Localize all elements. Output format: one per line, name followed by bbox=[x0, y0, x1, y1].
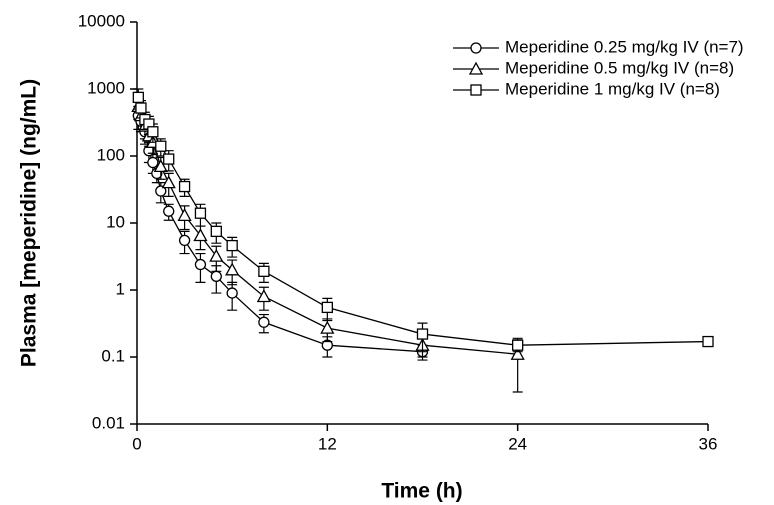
x-tick-label: 36 bbox=[699, 434, 718, 453]
legend-label: Meperidine 0.5 mg/kg IV (n=8) bbox=[505, 58, 734, 77]
data-point bbox=[416, 328, 429, 340]
legend-marker bbox=[470, 84, 482, 96]
data-point bbox=[210, 270, 222, 282]
y-tick-label: 0.1 bbox=[101, 346, 125, 365]
data-point bbox=[194, 258, 207, 271]
x-tick-label: 12 bbox=[318, 434, 337, 453]
data-point bbox=[210, 225, 222, 238]
y-tick-label: 1000 bbox=[87, 78, 125, 97]
data-point bbox=[258, 265, 270, 277]
data-point bbox=[155, 140, 167, 152]
data-point bbox=[321, 301, 333, 314]
data-point bbox=[256, 289, 271, 303]
series-line bbox=[137, 106, 518, 355]
data-point bbox=[194, 207, 207, 219]
y-tick-label: 10 bbox=[106, 212, 125, 231]
data-point bbox=[258, 316, 270, 328]
series-line bbox=[137, 97, 709, 346]
y-tick-label: 0.01 bbox=[92, 413, 125, 432]
legend-marker bbox=[468, 61, 484, 75]
y-tick-label: 100 bbox=[97, 145, 125, 164]
data-point bbox=[147, 126, 159, 138]
data-point bbox=[132, 91, 144, 104]
x-tick-label: 0 bbox=[132, 434, 141, 453]
legend-label: Meperidine 1 mg/kg IV (n=8) bbox=[505, 79, 720, 98]
data-point bbox=[320, 320, 335, 334]
data-point bbox=[512, 339, 524, 351]
data-point bbox=[177, 208, 192, 222]
legend-marker bbox=[470, 42, 482, 54]
legend-label: Meperidine 0.25 mg/kg IV (n=7) bbox=[505, 37, 744, 56]
data-point bbox=[225, 262, 240, 276]
x-tick-label: 24 bbox=[508, 434, 527, 453]
data-point bbox=[147, 156, 159, 169]
data-point bbox=[209, 248, 224, 262]
data-point bbox=[702, 335, 714, 348]
data-point bbox=[163, 205, 175, 217]
data-point bbox=[153, 159, 168, 173]
series-line bbox=[137, 115, 423, 353]
data-point bbox=[226, 239, 238, 252]
data-point bbox=[226, 287, 238, 299]
data-point bbox=[193, 228, 208, 242]
data-point bbox=[163, 153, 175, 165]
y-axis-title: Plasma [meperidine] (ng/mL) bbox=[18, 79, 41, 367]
x-axis-title: Time (h) bbox=[381, 480, 462, 503]
data-point bbox=[155, 185, 167, 197]
data-point bbox=[178, 180, 191, 193]
y-tick-label: 1 bbox=[116, 279, 125, 298]
data-point bbox=[510, 346, 525, 360]
data-point bbox=[161, 175, 176, 189]
data-point bbox=[135, 102, 147, 114]
data-point bbox=[178, 234, 191, 247]
y-tick-label: 10000 bbox=[78, 11, 125, 30]
